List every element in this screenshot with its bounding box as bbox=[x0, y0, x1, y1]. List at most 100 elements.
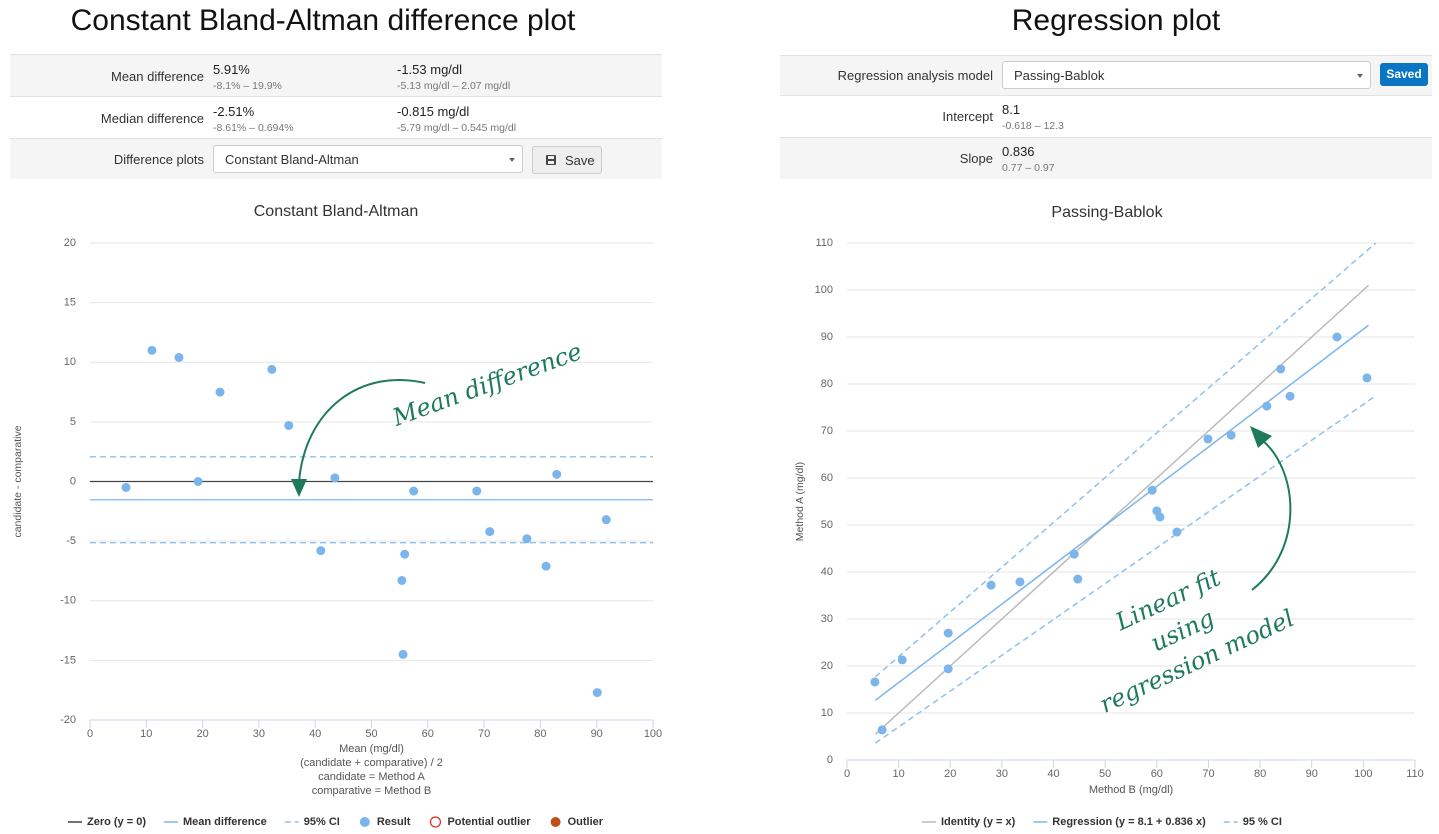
y-tick-label: 20 bbox=[821, 660, 833, 672]
y-tick-label: 0 bbox=[827, 754, 833, 766]
chart-title: Constant Bland-Altman bbox=[254, 203, 419, 220]
legend-symbol bbox=[359, 817, 370, 827]
row-value: -2.51% bbox=[213, 104, 255, 119]
y-tick-label: 90 bbox=[821, 331, 833, 343]
caret bbox=[509, 158, 515, 162]
point bbox=[1172, 527, 1182, 537]
model-select[interactable]: Passing-Bablok bbox=[1002, 61, 1371, 89]
row-value: 0.836 bbox=[1002, 144, 1035, 159]
point bbox=[1069, 549, 1079, 559]
y-tick-label: -5 bbox=[66, 535, 76, 547]
y-axis-label: Method A (mg/dl) bbox=[794, 462, 806, 541]
row-value: 5.91% bbox=[213, 62, 250, 77]
y-tick-label: 5 bbox=[70, 416, 76, 428]
select-text: Constant Bland-Altman bbox=[225, 152, 359, 167]
point bbox=[1226, 430, 1236, 440]
annotation-arrow bbox=[298, 378, 426, 483]
point bbox=[193, 477, 203, 486]
point bbox=[541, 561, 551, 571]
y-tick-label: 40 bbox=[821, 566, 833, 578]
x-tick-label: 0 bbox=[844, 768, 850, 780]
annotation-arrow bbox=[1251, 439, 1292, 591]
x-tick-label: 10 bbox=[140, 728, 152, 740]
y-tick-label: -20 bbox=[60, 714, 76, 726]
fit-line bbox=[874, 284, 1370, 735]
point bbox=[147, 345, 157, 355]
button-text: Save bbox=[565, 153, 595, 168]
legend-symbol bbox=[429, 816, 442, 828]
y-axis-label: candidate - comparative bbox=[12, 425, 24, 537]
legend-label: Zero (y = 0) bbox=[87, 816, 146, 828]
x-tick-label: 30 bbox=[253, 728, 265, 740]
arrow-head bbox=[291, 479, 307, 497]
point bbox=[552, 469, 562, 479]
y-tick-label: 60 bbox=[821, 472, 833, 484]
point bbox=[316, 546, 326, 556]
panel-row bbox=[10, 54, 662, 97]
point bbox=[1285, 391, 1295, 401]
x-axis-label: Method B (mg/dl) bbox=[1089, 784, 1173, 796]
point bbox=[121, 482, 131, 492]
row-ci: -8.1% – 19.9% bbox=[213, 80, 282, 92]
y-tick-label: 80 bbox=[821, 378, 833, 390]
point bbox=[398, 649, 408, 659]
point bbox=[267, 364, 277, 374]
point bbox=[485, 527, 495, 537]
saved-button[interactable]: Saved bbox=[1380, 63, 1428, 86]
x-tick-label: 40 bbox=[1047, 768, 1059, 780]
x-axis-label: candidate = Method A bbox=[318, 771, 425, 783]
y-tick-label: 110 bbox=[815, 237, 833, 249]
y-tick-label: 0 bbox=[70, 475, 76, 487]
save-button[interactable]: Save bbox=[532, 146, 602, 174]
point bbox=[522, 534, 532, 544]
point bbox=[1073, 574, 1083, 584]
point bbox=[601, 515, 611, 525]
point bbox=[397, 575, 407, 585]
row-ci: 0.77 – 0.97 bbox=[1002, 162, 1055, 174]
legend-label: Result bbox=[377, 816, 411, 828]
point bbox=[1262, 401, 1272, 411]
annotation: Mean difference bbox=[388, 337, 586, 432]
x-tick-label: 80 bbox=[1254, 768, 1266, 780]
row-value: -0.815 mg/dl bbox=[397, 104, 470, 119]
point bbox=[1147, 485, 1157, 495]
legend-label: Regression (y = 8.1 + 0.836 x) bbox=[1052, 816, 1206, 828]
x-tick-label: 50 bbox=[1099, 768, 1111, 780]
legend-label: Mean difference bbox=[183, 816, 267, 828]
panel-row bbox=[780, 95, 1432, 138]
page-title: Constant Bland-Altman difference plot bbox=[70, 4, 576, 37]
x-tick-label: 80 bbox=[534, 728, 546, 740]
point bbox=[174, 352, 184, 362]
point bbox=[1362, 373, 1372, 383]
arrow-head bbox=[1250, 426, 1272, 448]
point bbox=[284, 420, 294, 430]
x-tick-label: 50 bbox=[365, 728, 377, 740]
x-tick-label: 40 bbox=[309, 728, 321, 740]
y-tick-label: 70 bbox=[821, 425, 833, 437]
x-tick-label: 70 bbox=[1202, 768, 1214, 780]
point bbox=[1276, 364, 1286, 374]
row-value: 8.1 bbox=[1002, 102, 1021, 117]
page-title: Regression plot bbox=[1011, 4, 1221, 37]
plot-select[interactable]: Constant Bland-Altman bbox=[213, 145, 523, 173]
y-tick-label: 20 bbox=[64, 237, 76, 249]
x-tick-label: 30 bbox=[996, 768, 1008, 780]
x-tick-label: 90 bbox=[591, 728, 603, 740]
point bbox=[877, 725, 887, 735]
x-tick-label: 70 bbox=[478, 728, 490, 740]
chart-title: Passing-Bablok bbox=[1051, 204, 1163, 221]
point bbox=[943, 664, 953, 674]
y-tick-label: 15 bbox=[64, 297, 76, 309]
x-tick-label: 20 bbox=[196, 728, 208, 740]
point bbox=[400, 549, 410, 559]
point bbox=[1332, 332, 1342, 342]
caret bbox=[1357, 74, 1363, 78]
x-tick-label: 60 bbox=[422, 728, 434, 740]
row-label: Intercept bbox=[942, 109, 993, 124]
select-text: Passing-Bablok bbox=[1014, 68, 1105, 83]
y-tick-label: -10 bbox=[60, 595, 76, 607]
point bbox=[986, 580, 996, 590]
panel-row bbox=[780, 137, 1432, 179]
